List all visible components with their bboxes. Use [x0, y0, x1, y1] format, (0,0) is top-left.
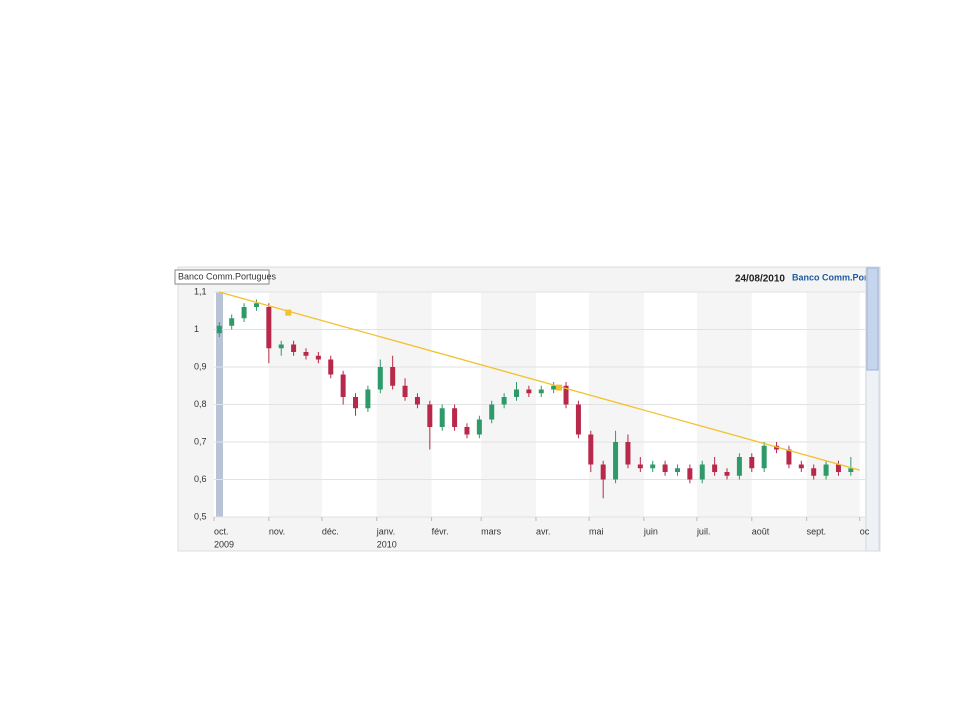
- candle-body: [514, 389, 520, 397]
- candle-body: [229, 318, 235, 326]
- trendline: [219, 291, 860, 471]
- candle-body: [650, 464, 656, 469]
- x-tick-label: déc.: [322, 526, 339, 536]
- x-tick-label: mars: [481, 526, 501, 536]
- candle-body: [798, 464, 804, 469]
- candle-body: [291, 344, 297, 352]
- candle-body: [241, 307, 247, 319]
- candle-body: [476, 419, 482, 435]
- candle-body: [216, 325, 222, 334]
- candle-body: [489, 404, 495, 420]
- candle-body: [662, 464, 668, 472]
- candle-body: [402, 385, 408, 397]
- candle-body: [452, 408, 458, 427]
- trend-handle: [555, 384, 562, 391]
- y-tick-label: 0,6: [194, 474, 207, 484]
- y-tick-label: 0,8: [194, 399, 207, 409]
- candle-body: [761, 445, 767, 469]
- year-label: 2009: [214, 539, 234, 549]
- x-tick-label: août: [752, 526, 770, 536]
- candle-body: [736, 457, 742, 476]
- candle-body: [811, 468, 817, 476]
- candle-body: [315, 355, 321, 360]
- date-label: 24/08/2010: [735, 274, 785, 285]
- candle-body: [625, 442, 631, 465]
- candle-body: [390, 367, 396, 386]
- candle-body: [699, 464, 705, 480]
- year-label: 2010: [377, 539, 397, 549]
- candle-body: [823, 464, 829, 476]
- x-tick-label: oct.: [214, 526, 229, 536]
- candle-body: [427, 404, 433, 427]
- candle-body: [563, 385, 569, 405]
- candle-body: [377, 367, 383, 390]
- y-tick-label: 1,1: [194, 286, 207, 296]
- candle-body: [266, 307, 272, 349]
- candle-body: [749, 457, 755, 469]
- x-tick-label: mai: [589, 526, 604, 536]
- trend-handle: [285, 309, 292, 316]
- right-title: Banco Comm.Por: [792, 272, 868, 282]
- y-tick-label: 0,9: [194, 361, 207, 371]
- candle-body: [303, 352, 309, 356]
- x-tick-label: juil.: [696, 526, 711, 536]
- candle-body: [712, 464, 718, 472]
- x-tick-label: sept.: [807, 526, 827, 536]
- instrument-label: Banco Comm.Portugues: [178, 271, 277, 281]
- candle-body: [835, 464, 841, 472]
- candle-body: [328, 359, 334, 375]
- x-tick-label: avr.: [536, 526, 551, 536]
- candle-body: [600, 464, 606, 480]
- x-tick-label: janv.: [376, 526, 395, 536]
- candle-body: [439, 408, 445, 427]
- y-tick-label: 1: [194, 324, 199, 334]
- candle-body: [613, 442, 619, 480]
- candle-body: [501, 397, 507, 405]
- candle-body: [575, 404, 581, 435]
- x-tick-label: févr.: [432, 526, 449, 536]
- candle-body: [278, 344, 284, 349]
- candle-body: [724, 472, 730, 476]
- candle-body: [848, 468, 854, 472]
- y-tick-label: 0,7: [194, 436, 207, 446]
- candle-body: [365, 389, 371, 409]
- instrument-box[interactable]: [174, 269, 270, 285]
- candle-body: [353, 397, 359, 409]
- candle-body: [526, 389, 532, 394]
- x-tick-label: oc: [860, 526, 870, 536]
- candle-body: [588, 434, 594, 465]
- y-tick-label: 0,5: [194, 511, 207, 521]
- x-tick-label: nov.: [269, 526, 285, 536]
- candle-body: [637, 464, 643, 469]
- candle-body: [538, 389, 544, 394]
- candle-body: [551, 385, 557, 390]
- scrollbar-thumb[interactable]: [866, 267, 879, 371]
- candle-body: [340, 374, 346, 397]
- candle-body: [414, 397, 420, 405]
- candle-body: [687, 468, 693, 480]
- candle-body: [786, 449, 792, 465]
- candle-body: [674, 468, 680, 472]
- candle-body: [253, 303, 259, 307]
- candle-body: [464, 427, 470, 435]
- x-tick-label: juin: [643, 526, 658, 536]
